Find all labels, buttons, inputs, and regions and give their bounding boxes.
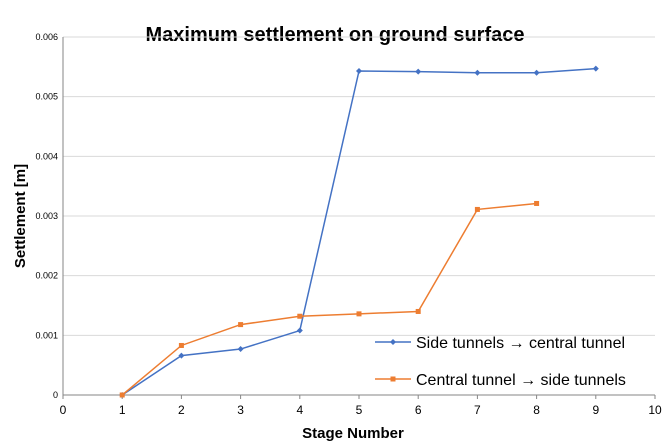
legend-marker [390, 376, 396, 382]
data-point [415, 308, 421, 314]
x-tick-label: 0 [60, 403, 67, 417]
x-tick-label: 5 [356, 403, 363, 417]
series-1 [119, 65, 599, 398]
data-point [356, 68, 362, 75]
x-tick-label: 3 [237, 403, 244, 417]
data-point [237, 346, 244, 353]
x-axis-title: Stage Number [302, 425, 404, 442]
axes: 0 0.001 0.002 0.003 0.004 0.005 0.006 0 1 2 3 4 5 6 7 8… [35, 32, 662, 417]
y-tick-label: 0.004 [35, 151, 58, 161]
y-axis-title: Settlement [m] [12, 164, 29, 268]
data-point [474, 69, 481, 76]
x-tick-label: 1 [119, 403, 126, 417]
series-group [119, 65, 599, 398]
legend: Side tunnels → central tunnel Central tun… [375, 335, 626, 389]
series-2 [119, 200, 540, 398]
y-tick-label: 0.006 [35, 32, 58, 42]
data-point [534, 200, 540, 206]
x-tick-label: 10 [648, 403, 662, 417]
legend-entry-2: Central tunnel → side tunnels [375, 372, 626, 389]
data-point [119, 392, 125, 398]
data-point [415, 68, 422, 75]
series-line [121, 202, 537, 396]
data-point [474, 206, 480, 212]
data-point [533, 69, 540, 76]
data-point [297, 313, 303, 319]
y-tick-label: 0.002 [35, 271, 58, 281]
x-tick-label: 7 [474, 403, 481, 417]
data-point [592, 65, 599, 72]
data-point [178, 352, 185, 359]
legend-marker [390, 339, 396, 345]
x-tick-label: 8 [533, 403, 540, 417]
chart-title: Maximum settlement on ground surface [146, 24, 525, 46]
x-tick-label: 6 [415, 403, 422, 417]
y-tick-label: 0.005 [35, 92, 58, 102]
y-tick-label: 0 [53, 390, 58, 400]
x-tick-label: 9 [592, 403, 599, 417]
legend-label: Side tunnels → central tunnel [416, 335, 625, 352]
legend-entry-1: Side tunnels → central tunnel [375, 335, 625, 352]
y-tick-label: 0.001 [35, 330, 58, 340]
data-point [296, 327, 303, 334]
gridlines [63, 36, 655, 336]
legend-label: Central tunnel → side tunnels [416, 372, 626, 389]
x-tick-label: 2 [178, 403, 185, 417]
data-point [178, 342, 184, 348]
x-tick-label: 4 [296, 403, 303, 417]
data-point [238, 322, 244, 328]
data-point [356, 311, 362, 317]
y-tick-label: 0.003 [35, 211, 58, 221]
